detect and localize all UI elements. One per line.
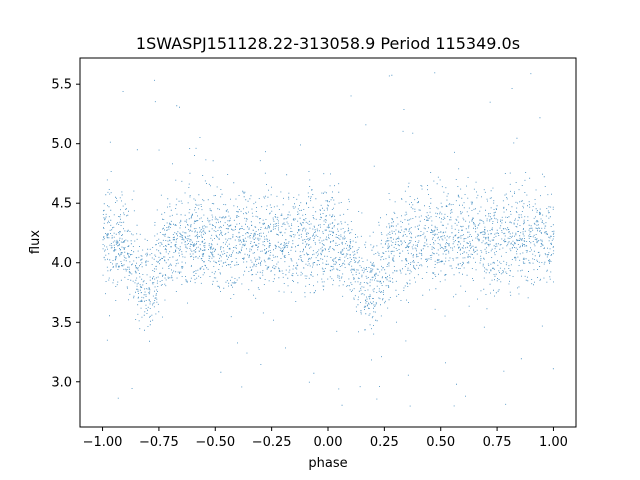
y-tick-label: 5.0: [51, 137, 72, 152]
x-tick-label: 1.00: [539, 435, 568, 450]
x-tick-label: 0.00: [314, 435, 343, 450]
y-tick-label: 5.5: [51, 78, 72, 93]
x-tick-label: −0.50: [195, 435, 235, 450]
x-tick-label: −1.00: [83, 435, 123, 450]
y-tick-label: 4.0: [51, 256, 72, 271]
chart-title: 1SWASPJ151128.22-313058.9 Period 115349.…: [136, 34, 520, 53]
x-tick-label: −0.25: [252, 435, 292, 450]
y-axis: 3.0 3.5 4.0 4.5 5.0 5.5: [51, 78, 80, 390]
x-tick-label: 0.50: [426, 435, 455, 450]
y-axis-label: flux: [28, 230, 43, 254]
x-axis: −1.00 −0.75 −0.50 −0.25 0.00 0.25 0.50 0.75 1.00: [83, 427, 568, 450]
y-tick-label: 4.5: [51, 197, 72, 212]
y-tick-label: 3.0: [51, 375, 72, 390]
x-tick-label: 0.75: [483, 435, 512, 450]
y-tick-label: 3.5: [51, 316, 72, 331]
x-tick-label: 0.25: [370, 435, 399, 450]
x-axis-label: phase: [308, 456, 347, 471]
x-tick-label: −0.75: [139, 435, 179, 450]
